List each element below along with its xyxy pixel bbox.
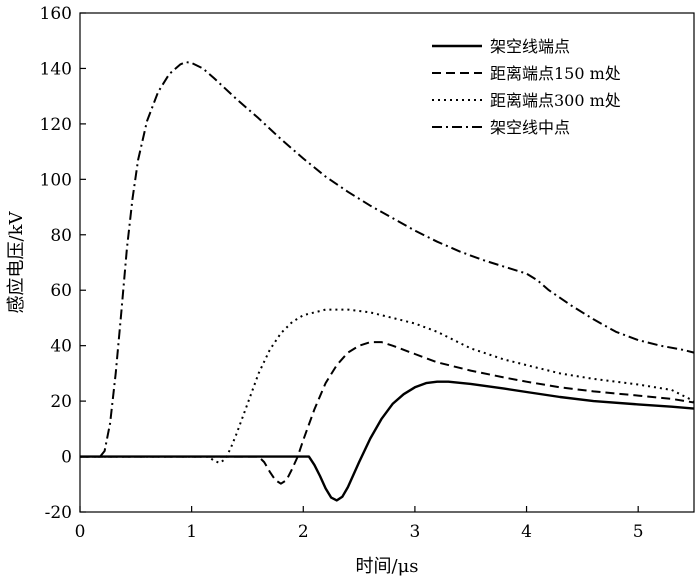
y-tick-label: 40 xyxy=(50,337,72,357)
legend-label-3: 距离端点300 m处 xyxy=(490,91,621,110)
series-line-2 xyxy=(80,341,695,485)
y-axis-title: 感应电压/kV xyxy=(6,211,27,314)
y-tick-label: 100 xyxy=(40,170,72,190)
x-tick-label: 5 xyxy=(633,522,644,542)
legend-label-1: 架空线端点 xyxy=(490,37,570,56)
y-tick-label: 60 xyxy=(50,281,72,301)
series-line-1 xyxy=(80,380,695,502)
x-tick-label: 4 xyxy=(521,522,532,542)
y-tick-label: 120 xyxy=(40,115,72,135)
y-tick-label: 80 xyxy=(50,226,72,246)
y-tick-label: 20 xyxy=(50,392,72,412)
y-tick-label: 140 xyxy=(40,59,72,79)
series-line-3 xyxy=(80,308,695,464)
series-layer xyxy=(80,61,695,502)
y-tick-label: 0 xyxy=(61,448,72,468)
y-axis-ticks: -20 0 20 40 60 80 100 120 140 160 xyxy=(40,4,86,523)
x-tick-label: 0 xyxy=(75,522,86,542)
x-axis-title: 时间/μs xyxy=(356,556,419,577)
legend-label-4: 架空线中点 xyxy=(490,118,570,137)
x-tick-label: 1 xyxy=(186,522,197,542)
y-tick-label: 160 xyxy=(40,4,72,24)
x-tick-label: 2 xyxy=(298,522,309,542)
y-tick-label: -20 xyxy=(45,503,72,523)
plot-frame xyxy=(79,12,695,513)
series-line-4 xyxy=(80,61,695,458)
x-tick-label: 3 xyxy=(409,522,420,542)
legend-label-2: 距离端点150 m处 xyxy=(490,64,621,83)
